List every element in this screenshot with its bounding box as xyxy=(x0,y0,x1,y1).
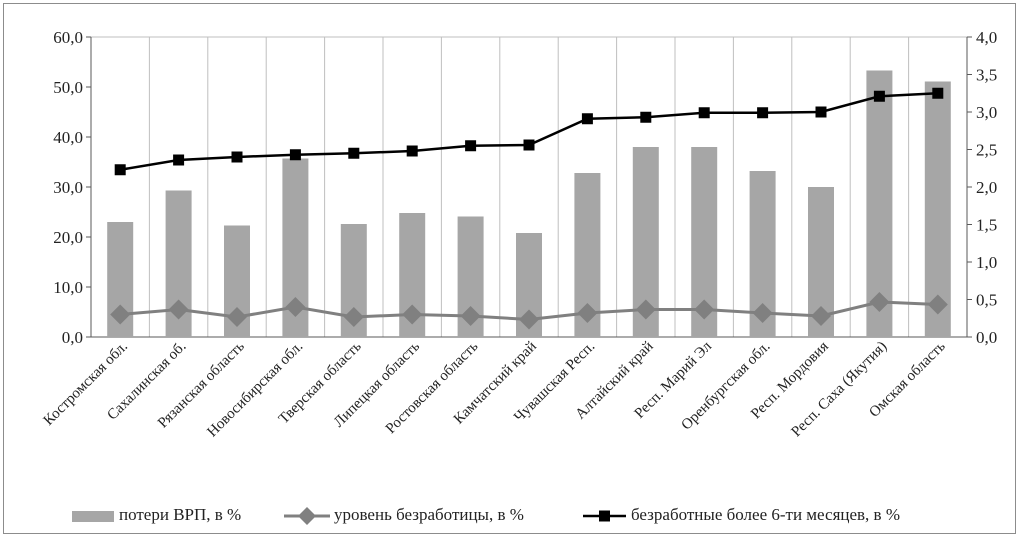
legend-swatch-diamond xyxy=(298,507,316,525)
y-right-tick-label: 0,5 xyxy=(976,291,997,310)
y-left-tick-label: 30,0 xyxy=(53,178,83,197)
y-right-tick-label: 2,5 xyxy=(976,141,997,160)
x-tick-label: Новосибирская обл. xyxy=(204,339,306,441)
point-long-term xyxy=(640,111,652,123)
point-long-term xyxy=(348,147,360,159)
point-unemployment xyxy=(285,297,306,317)
point-long-term xyxy=(815,106,827,118)
point-unemployment xyxy=(694,299,715,320)
y-right-tick-label: 3,0 xyxy=(976,103,997,122)
y-right-tick-label: 1,5 xyxy=(976,216,997,235)
point-unemployment xyxy=(519,309,539,330)
point-long-term xyxy=(581,113,593,125)
point-long-term xyxy=(698,107,710,119)
point-long-term xyxy=(173,154,185,166)
legend-label: уровень безработицы, в % xyxy=(334,505,524,524)
point-long-term xyxy=(406,145,418,157)
point-long-term xyxy=(757,107,769,119)
point-long-term xyxy=(465,140,477,152)
point-unemployment xyxy=(577,303,598,323)
point-unemployment xyxy=(168,299,189,320)
y-left-tick-label: 50,0 xyxy=(53,78,83,97)
point-unemployment xyxy=(869,292,890,312)
point-unemployment xyxy=(752,303,773,323)
y-right-tick-label: 2,0 xyxy=(976,178,997,197)
point-unemployment xyxy=(811,306,831,326)
point-long-term xyxy=(873,90,885,102)
point-unemployment xyxy=(227,307,247,327)
point-unemployment xyxy=(460,306,481,326)
legend-label: безработные более 6-ти месяцев, в % xyxy=(631,505,900,524)
y-right-tick-label: 3,5 xyxy=(976,66,997,85)
y-left-tick-label: 10,0 xyxy=(53,278,83,297)
legend-label: потери ВРП, в % xyxy=(119,505,241,524)
y-left-tick-label: 20,0 xyxy=(53,228,83,247)
x-tick-label: Респ. Саха (Якутия) xyxy=(789,339,891,441)
legend-swatch-bar xyxy=(72,511,114,522)
series-line-long-term xyxy=(119,92,938,171)
y-left-tick-label: 40,0 xyxy=(53,128,83,147)
point-unemployment xyxy=(927,294,948,315)
y-left-tick-label: 60,0 xyxy=(53,28,83,47)
point-long-term xyxy=(932,87,944,99)
point-long-term xyxy=(289,149,301,161)
point-unemployment xyxy=(110,304,131,325)
point-unemployment xyxy=(635,299,656,320)
point-long-term xyxy=(523,139,535,151)
y-right-tick-label: 0,0 xyxy=(976,328,997,347)
legend-swatch-square xyxy=(599,510,610,522)
point-unemployment xyxy=(343,307,364,327)
y-left-tick-label: 0,0 xyxy=(62,328,83,347)
legend: потери ВРП, в % уровень безработицы, в % б… xyxy=(72,505,900,525)
y-right-tick-label: 1,0 xyxy=(976,253,997,272)
y-right-tick-label: 4,0 xyxy=(976,28,997,47)
point-long-term xyxy=(231,151,243,163)
point-unemployment xyxy=(402,304,423,325)
bar xyxy=(924,81,951,337)
point-long-term xyxy=(114,164,126,176)
